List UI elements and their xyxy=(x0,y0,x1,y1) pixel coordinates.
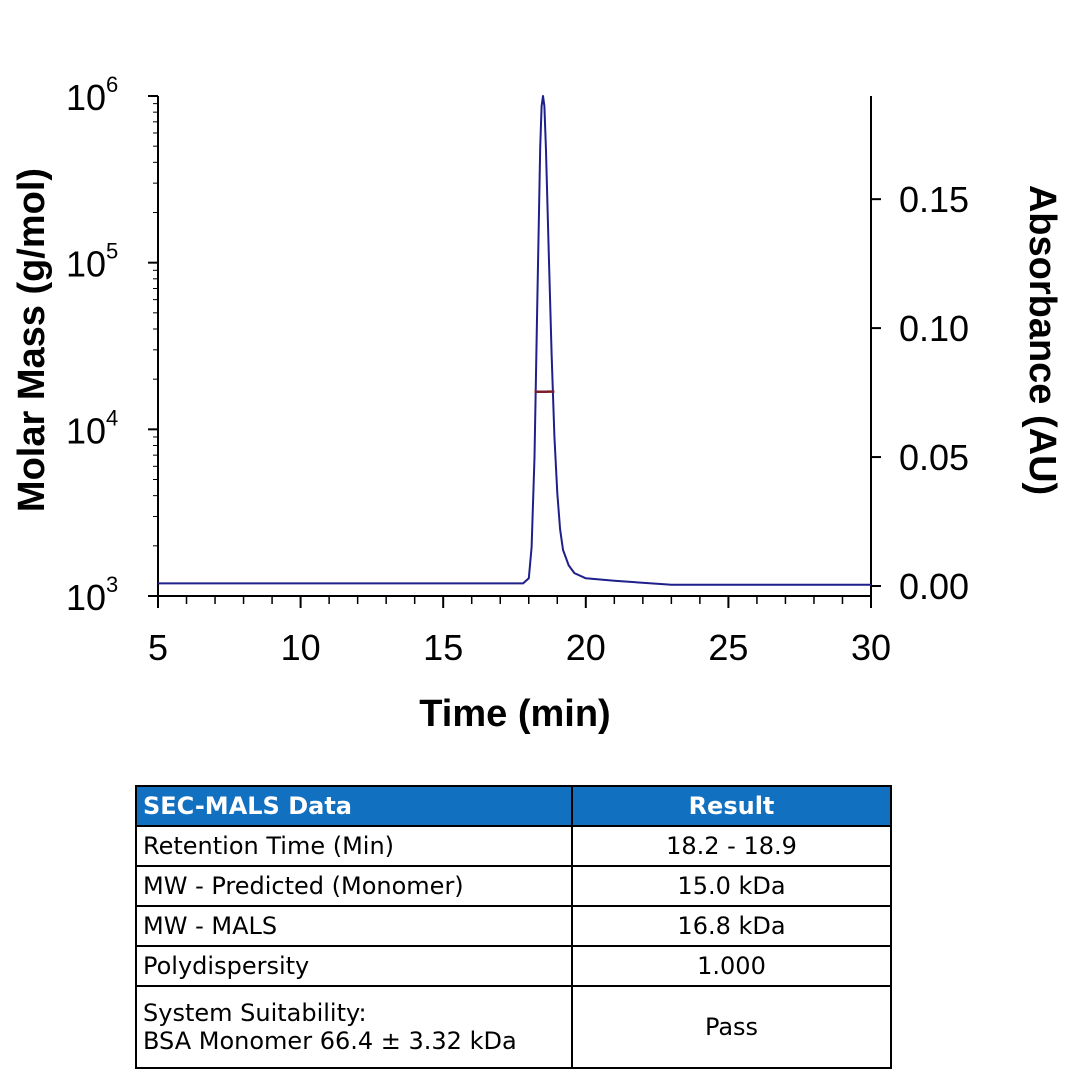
y-left-tick-label: 104 xyxy=(66,405,118,451)
row-value: 16.8 kDa xyxy=(571,905,892,947)
y-right-tick-label: 0.05 xyxy=(899,437,969,478)
y-left-axis-title: Molar Mass (g/mol) xyxy=(11,168,53,512)
x-tick-label: 5 xyxy=(148,627,168,668)
row-label: Retention Time (Min) xyxy=(135,825,573,867)
y-left-tick-base: 10 xyxy=(66,244,106,285)
x-tick-label: 20 xyxy=(566,627,606,668)
row-value: Pass xyxy=(571,985,892,1069)
table-row: MW - Predicted (Monomer) 15.0 kDa xyxy=(135,865,892,907)
y-right-axis-title: Absorbance (AU) xyxy=(1021,185,1063,495)
x-tick-label: 25 xyxy=(708,627,748,668)
x-tick-label: 30 xyxy=(851,627,891,668)
y-left-tick-label: 103 xyxy=(66,572,118,618)
row-value: 1.000 xyxy=(571,945,892,987)
y-left-tick-base: 10 xyxy=(66,77,106,118)
sec-mals-chart: 5 10 15 20 25 301031041051060.000.050.100.15 … xyxy=(11,72,1063,735)
table-row: Retention Time (Min) 18.2 - 18.9 xyxy=(135,825,892,867)
y-left-tick-exponent: 6 xyxy=(106,72,118,97)
row-label: Polydispersity xyxy=(135,945,573,987)
sec-mals-table: SEC-MALS Data Result Retention Time (Min… xyxy=(135,785,892,1069)
x-tick-label: 15 xyxy=(423,627,463,668)
y-left-tick-base: 10 xyxy=(66,577,106,618)
chart-series xyxy=(158,95,871,586)
y-right-tick-label: 0.10 xyxy=(899,308,969,349)
table-header-label: SEC-MALS Data xyxy=(135,785,573,827)
y-right-tick-label: 0.15 xyxy=(899,179,969,220)
row-label: MW - Predicted (Monomer) xyxy=(135,865,573,907)
x-tick-label: 10 xyxy=(281,627,321,668)
absorbance-series xyxy=(158,95,871,586)
row-value: 15.0 kDa xyxy=(571,865,892,907)
row-value: 18.2 - 18.9 xyxy=(571,825,892,867)
y-left-tick-exponent: 3 xyxy=(106,572,118,597)
y-left-tick-exponent: 4 xyxy=(106,405,118,430)
row-label-line2: BSA Monomer 66.4 ± 3.32 kDa xyxy=(143,1027,517,1055)
y-left-tick-label: 105 xyxy=(66,239,118,285)
table-header-row: SEC-MALS Data Result xyxy=(135,785,892,827)
chart-axes xyxy=(157,96,872,597)
table-row-system-suitability: System Suitability: BSA Monomer 66.4 ± 3… xyxy=(135,985,892,1069)
row-label: System Suitability: BSA Monomer 66.4 ± 3… xyxy=(135,985,573,1069)
y-right-tick-label: 0.00 xyxy=(899,566,969,607)
y-left-tick-label: 106 xyxy=(66,72,118,118)
row-label: MW - MALS xyxy=(135,905,573,947)
x-axis-title: Time (min) xyxy=(419,693,610,735)
y-left-tick-base: 10 xyxy=(66,410,106,451)
table-header-result: Result xyxy=(571,785,892,827)
row-label-line1: System Suitability: xyxy=(143,999,367,1027)
table-row: MW - MALS 16.8 kDa xyxy=(135,905,892,947)
table-row: Polydispersity 1.000 xyxy=(135,945,892,987)
y-left-tick-exponent: 5 xyxy=(106,239,118,264)
